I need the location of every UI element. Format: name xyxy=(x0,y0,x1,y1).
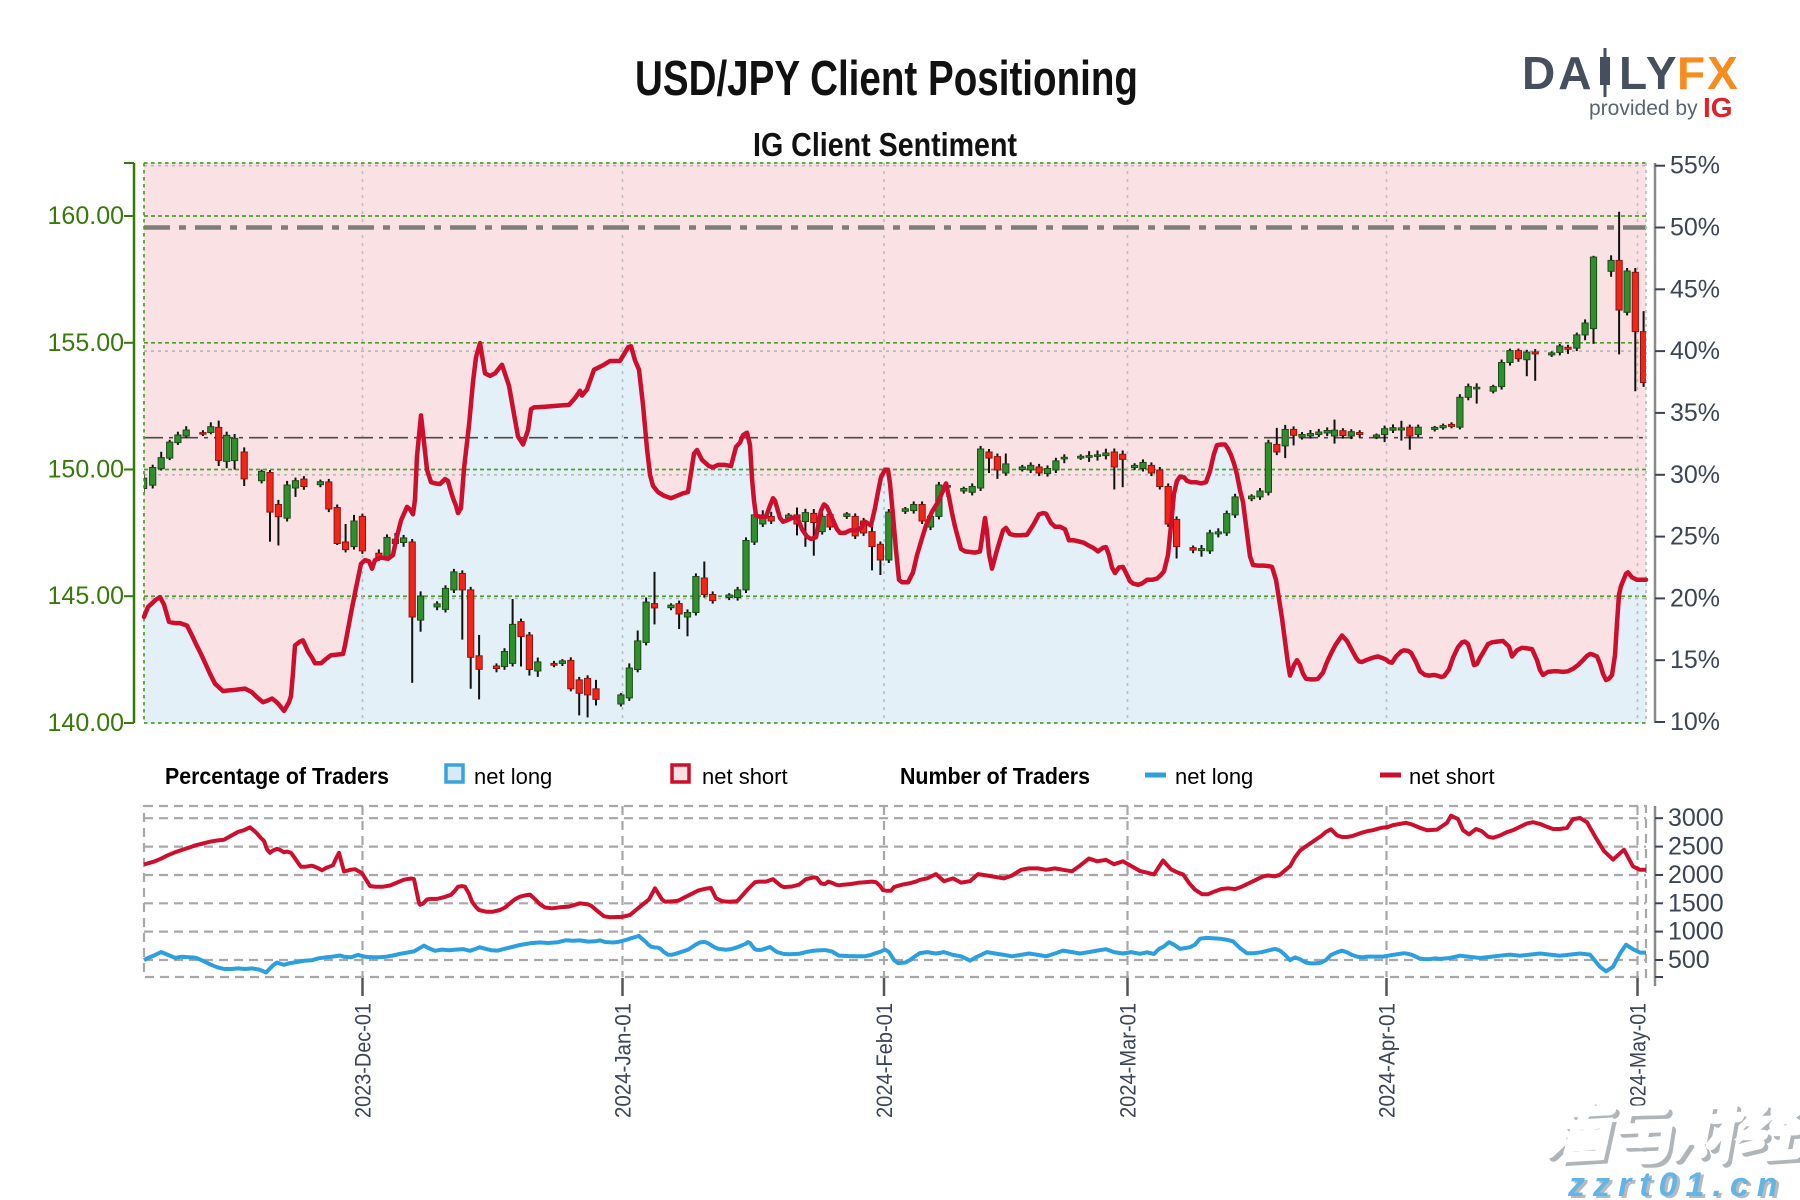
svg-text:zzrt01.cn: zzrt01.cn xyxy=(1567,1166,1786,1200)
svg-text:150.00: 150.00 xyxy=(48,456,124,484)
svg-text:net long: net long xyxy=(1175,764,1253,789)
svg-text:zzrt01.cn: zzrt01.cn xyxy=(1570,1168,1789,1200)
svg-text:IG: IG xyxy=(1703,92,1733,123)
svg-text:1000: 1000 xyxy=(1668,918,1724,946)
svg-text:IG Client Sentiment: IG Client Sentiment xyxy=(753,126,1017,163)
svg-text:FX: FX xyxy=(1677,47,1740,99)
svg-text:1500: 1500 xyxy=(1668,889,1724,917)
svg-text:2024-Jan-01: 2024-Jan-01 xyxy=(611,1003,636,1118)
svg-text:25%: 25% xyxy=(1670,523,1720,551)
svg-text:55%: 55% xyxy=(1670,152,1720,180)
svg-text:30%: 30% xyxy=(1670,461,1720,489)
svg-text:2024-Feb-01: 2024-Feb-01 xyxy=(872,1003,897,1118)
svg-text:2500: 2500 xyxy=(1668,833,1724,861)
svg-text:50%: 50% xyxy=(1670,214,1720,242)
svg-text:15%: 15% xyxy=(1670,646,1720,674)
svg-text:2024-May-01: 2024-May-01 xyxy=(1626,1003,1651,1118)
svg-text:net long: net long xyxy=(474,764,552,789)
svg-text:net short: net short xyxy=(702,764,788,789)
svg-text:Percentage of Traders: Percentage of Traders xyxy=(165,763,389,789)
svg-text:40%: 40% xyxy=(1670,337,1720,365)
svg-text:USD/JPY Client Positioning: USD/JPY Client Positioning xyxy=(635,52,1138,106)
svg-text:2024-Mar-01: 2024-Mar-01 xyxy=(1116,1003,1141,1118)
svg-text:Number of Traders: Number of Traders xyxy=(900,763,1090,789)
svg-text:155.00: 155.00 xyxy=(48,329,124,357)
svg-text:provided by: provided by xyxy=(1589,97,1698,120)
svg-text:35%: 35% xyxy=(1670,399,1720,427)
svg-text:LY: LY xyxy=(1619,47,1680,99)
svg-text:net short: net short xyxy=(1409,764,1495,789)
svg-text:3000: 3000 xyxy=(1668,804,1724,832)
svg-text:145.00: 145.00 xyxy=(48,582,124,610)
svg-text:2024-Apr-01: 2024-Apr-01 xyxy=(1375,1003,1400,1118)
svg-text:2000: 2000 xyxy=(1668,861,1724,889)
svg-text:DA: DA xyxy=(1522,47,1594,99)
svg-text:160.00: 160.00 xyxy=(48,202,124,230)
svg-text:20%: 20% xyxy=(1670,584,1720,612)
svg-text:500: 500 xyxy=(1668,946,1710,974)
svg-text:10%: 10% xyxy=(1670,708,1720,736)
svg-text:140.00: 140.00 xyxy=(48,709,124,737)
svg-text:45%: 45% xyxy=(1670,275,1720,303)
svg-text:2023-Dec-01: 2023-Dec-01 xyxy=(351,1003,376,1118)
